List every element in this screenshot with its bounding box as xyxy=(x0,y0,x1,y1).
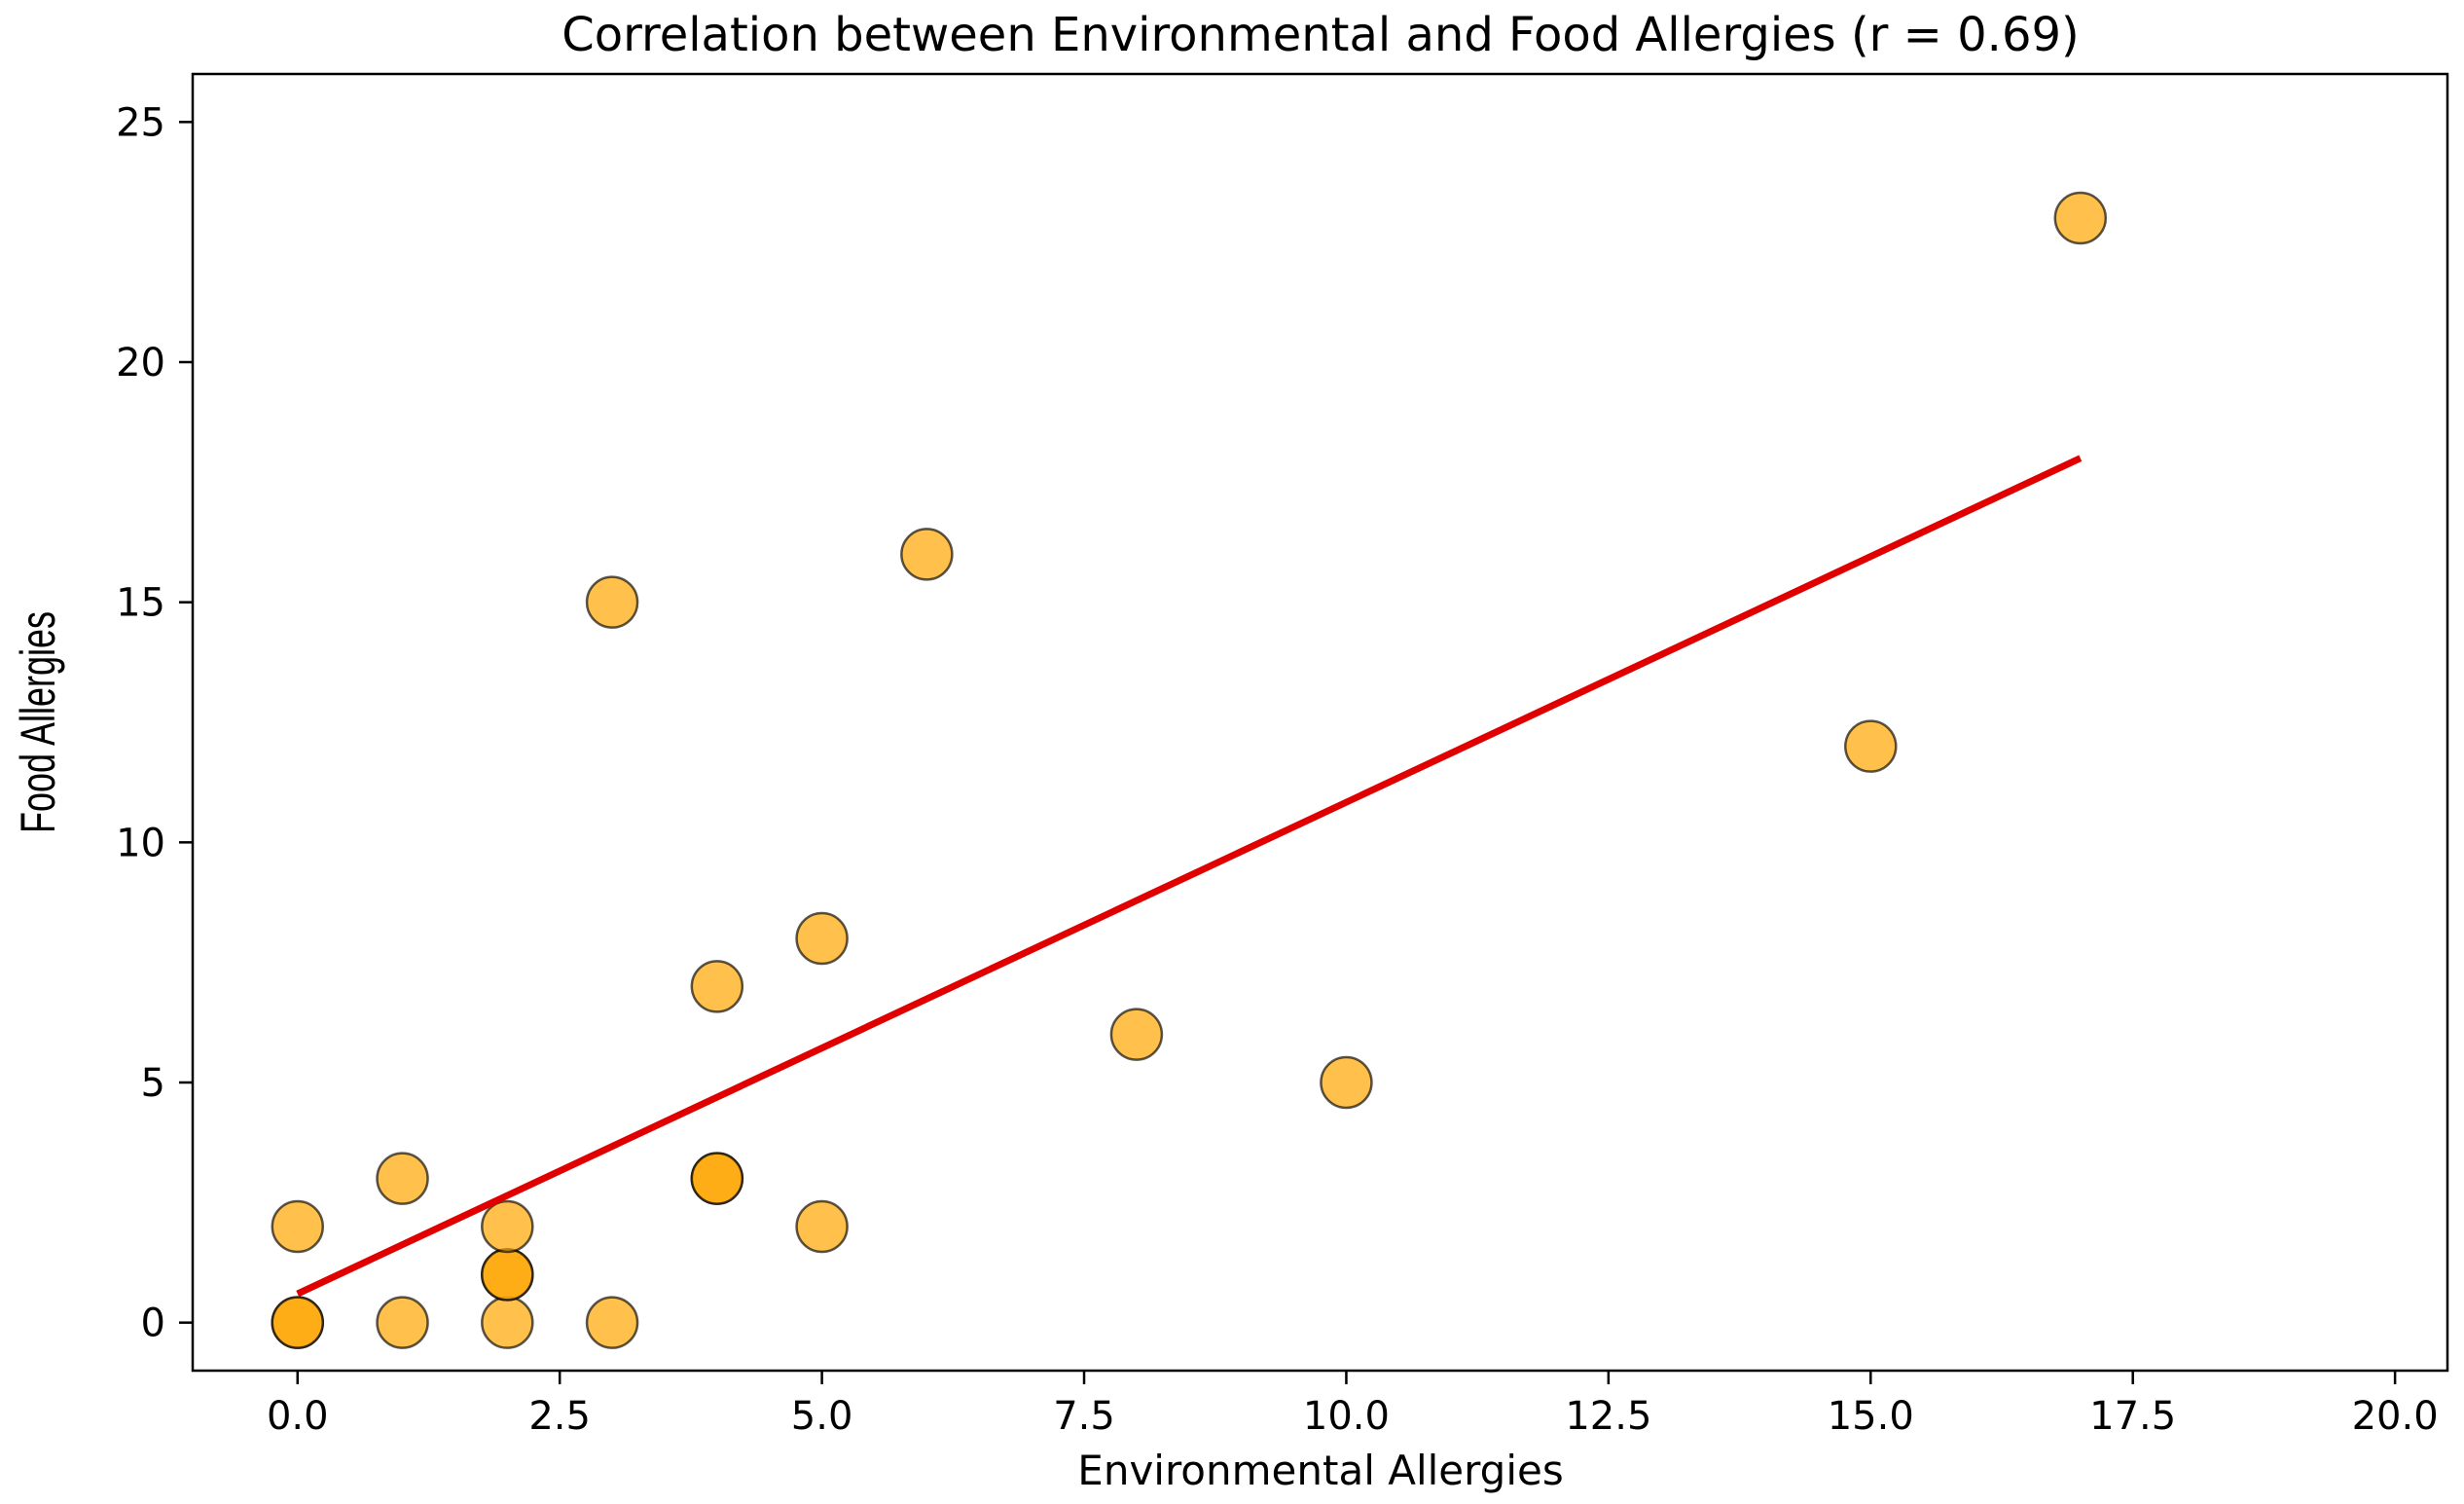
x-axis-ticks: 0.0 2.5 5.0 7.5 10.0 12.5 15.0 17.5 20.0 xyxy=(267,1371,2439,1439)
y-tick-label: 10 xyxy=(116,821,165,865)
data-point xyxy=(481,1248,534,1302)
data-point xyxy=(1320,1055,1373,1110)
x-tick-label: 17.5 xyxy=(2089,1394,2176,1439)
data-point xyxy=(271,1199,325,1254)
data-point xyxy=(795,1199,849,1254)
data-point xyxy=(481,1296,534,1349)
x-tick-label: 0.0 xyxy=(267,1394,329,1439)
data-point xyxy=(481,1199,534,1254)
x-tick-label: 12.5 xyxy=(1565,1394,1651,1439)
x-tick-label: 7.5 xyxy=(1053,1394,1115,1439)
x-tick-label: 20.0 xyxy=(2352,1394,2439,1439)
data-point xyxy=(795,911,849,966)
plot-area xyxy=(191,72,2449,1373)
chart-title: Correlation between Environmental and Fo… xyxy=(562,8,2080,62)
data-point xyxy=(1844,719,1898,773)
data-point xyxy=(585,1296,639,1349)
y-tick-label: 20 xyxy=(116,341,165,385)
data-point xyxy=(690,1152,744,1205)
x-axis-label: Environmental Allergies xyxy=(1077,1447,1563,1494)
data-point xyxy=(376,1152,429,1205)
data-point xyxy=(900,528,954,581)
trend-line-group xyxy=(296,455,2083,1298)
x-tick-label: 10.0 xyxy=(1303,1394,1390,1439)
data-point xyxy=(585,575,639,629)
data-point xyxy=(376,1296,429,1349)
y-tick-label: 0 xyxy=(141,1302,165,1346)
trend-line xyxy=(296,455,2083,1298)
y-tick-label: 5 xyxy=(141,1061,165,1106)
scatter-points xyxy=(271,191,2108,1349)
x-tick-label: 2.5 xyxy=(528,1394,591,1439)
data-point xyxy=(690,960,744,1013)
x-tick-label: 15.0 xyxy=(1828,1394,1914,1439)
data-point xyxy=(2053,191,2108,245)
y-axis-ticks: 0 5 10 15 20 25 xyxy=(116,100,193,1346)
x-tick-label: 5.0 xyxy=(791,1394,853,1439)
y-tick-label: 15 xyxy=(116,581,165,626)
y-axis-label: Food Allergies xyxy=(12,611,65,833)
data-point xyxy=(1109,1008,1164,1061)
data-point xyxy=(271,1296,325,1349)
y-tick-label: 25 xyxy=(116,100,165,145)
